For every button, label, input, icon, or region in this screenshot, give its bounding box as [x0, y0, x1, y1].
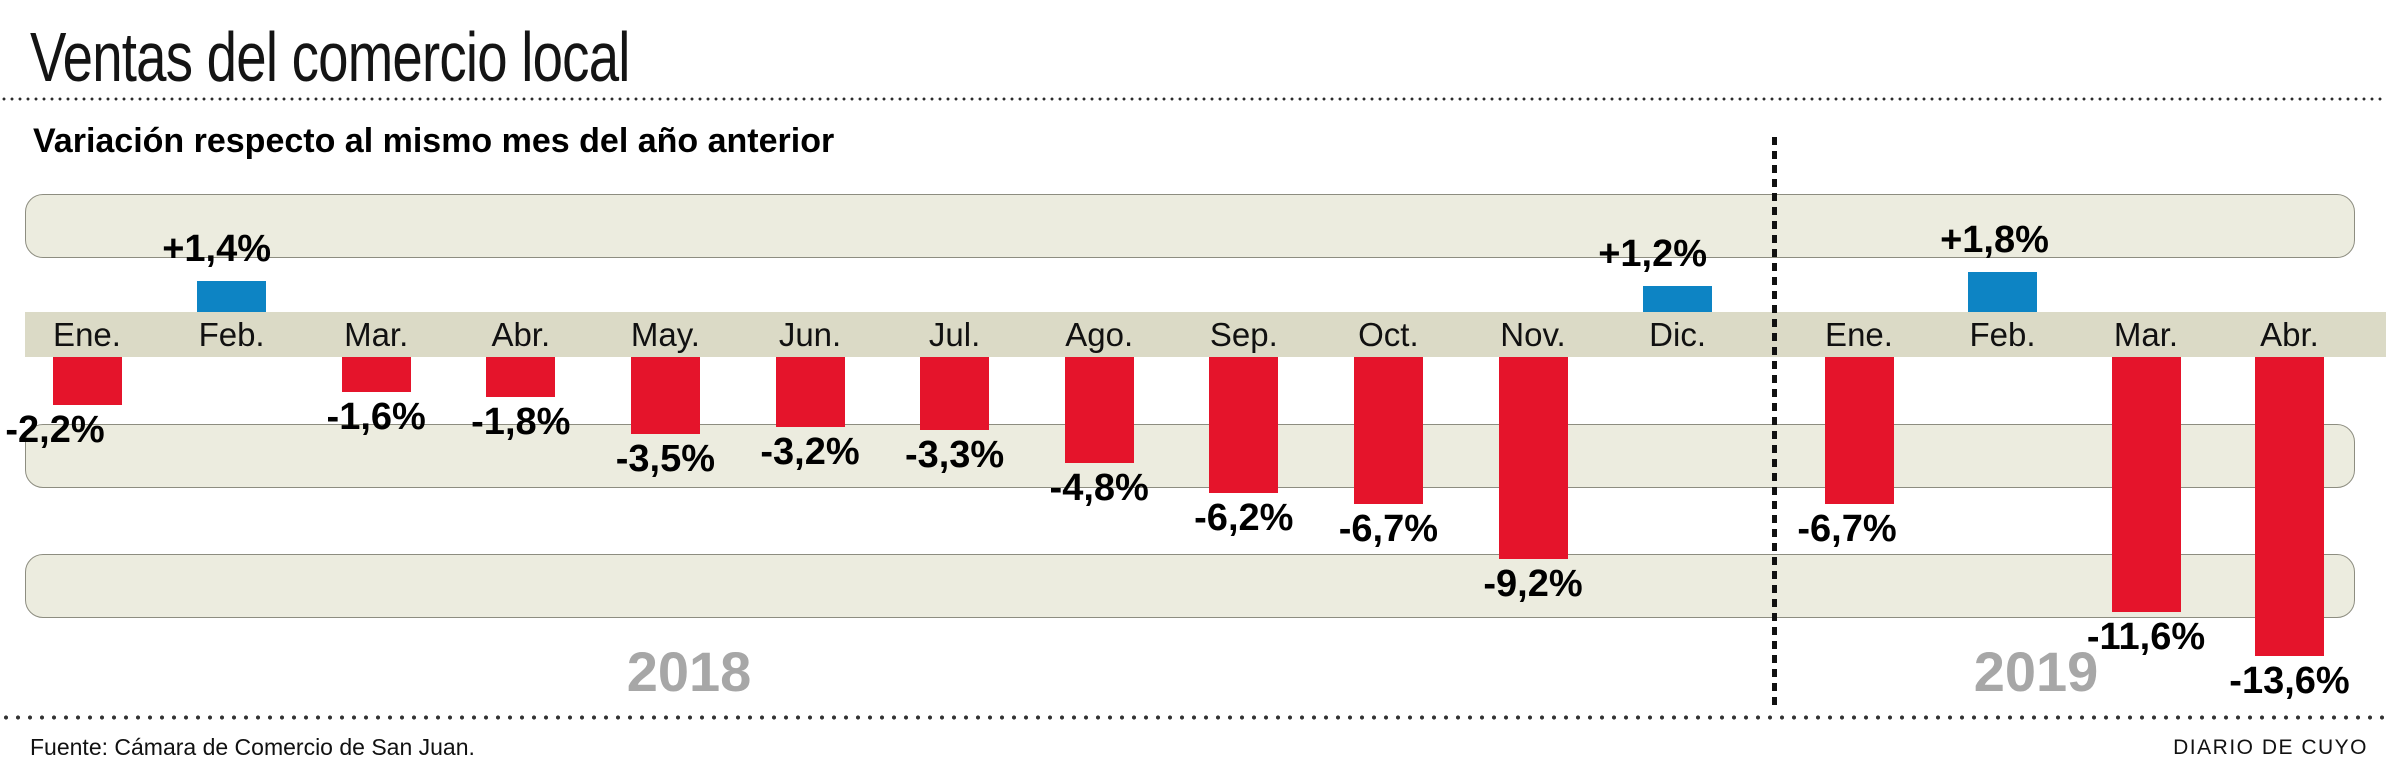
month-label-mar-2019: Mar. [2113, 316, 2179, 353]
grid-band-mid [25, 424, 2355, 488]
bar-nov-2018 [1498, 357, 1568, 559]
month-label-mar-2018: Mar. [344, 316, 409, 353]
bar-sep-2018 [1209, 357, 1279, 493]
value-label-ene-2019: -6,7% [1797, 508, 1897, 550]
publisher-credit: DIARIO DE CUYO [2173, 736, 2368, 759]
month-label-feb-2019: Feb. [1969, 316, 2036, 353]
value-label-abr-2018: -1,8% [471, 401, 571, 443]
value-label-abr-2019: -13,6% [2229, 660, 2350, 702]
bar-jul-2018 [920, 357, 990, 430]
grid-band-lower [25, 554, 2355, 618]
zero-axis-band [25, 312, 2386, 357]
value-label-jun-2018: -3,2% [760, 431, 860, 473]
chart-subtitle: Variación respecto al mismo mes del año … [33, 122, 835, 160]
bar-may-2018 [630, 357, 700, 434]
bar-abr-2018 [486, 357, 556, 397]
value-label-sep-2018: -6,2% [1194, 497, 1294, 539]
month-label-oct-2018: Oct. [1358, 316, 1419, 353]
bar-ene-2019 [1824, 357, 1894, 504]
bar-feb-2018 [197, 281, 267, 312]
month-label-abr-2019: Abr. [2260, 316, 2319, 353]
value-label-ago-2018: -4,8% [1049, 467, 1149, 509]
value-label-oct-2018: -6,7% [1338, 508, 1439, 550]
grid-band-upper [25, 194, 2355, 258]
month-label-nov-2018: Nov. [1500, 316, 1566, 353]
month-label-feb-2018: Feb. [198, 316, 265, 353]
bar-mar-2019 [2111, 357, 2181, 612]
bar-ene-2018 [52, 357, 122, 405]
bar-abr-2019 [2255, 357, 2324, 656]
value-label-dic-2018: +1,2% [1598, 233, 1707, 275]
month-label-ene-2019: Ene. [1825, 316, 1893, 353]
bottom-dotted-rule [0, 714, 2386, 721]
value-label-may-2018: -3,5% [615, 438, 716, 480]
month-label-ago-2018: Ago. [1065, 316, 1134, 353]
month-label-jul-2018: Jul. [928, 316, 981, 353]
year-label-2019: 2019 [1973, 640, 2099, 703]
bar-feb-2019 [1968, 272, 2037, 312]
value-label-nov-2018: -9,2% [1483, 563, 1583, 605]
source-note: Fuente: Cámara de Comercio de San Juan. [30, 734, 475, 760]
bar-mar-2018 [341, 357, 411, 392]
bar-dic-2018 [1643, 286, 1713, 312]
value-label-feb-2019: +1,8% [1940, 219, 2049, 261]
year-divider-dashed-line [1772, 137, 1777, 710]
month-label-sep-2018: Sep. [1209, 316, 1278, 353]
month-label-dic-2018: Dic. [1649, 316, 1707, 353]
month-label-jun-2018: Jun. [778, 316, 842, 353]
month-label-may-2018: May. [630, 316, 700, 353]
value-label-mar-2019: -11,6% [2086, 616, 2206, 658]
bar-oct-2018 [1353, 357, 1423, 504]
top-dotted-rule [0, 96, 2386, 102]
page-title: Ventas del comercio local [30, 18, 630, 96]
bar-jun-2018 [775, 357, 845, 427]
value-label-ene-2018: -2,2% [5, 409, 105, 451]
month-label-ene-2018: Ene. [53, 316, 121, 353]
bar-ago-2018 [1064, 357, 1134, 463]
value-label-feb-2018: +1,4% [162, 228, 271, 270]
value-label-mar-2018: -1,6% [326, 396, 426, 438]
value-label-jul-2018: -3,3% [904, 434, 1005, 476]
year-label-2018: 2018 [626, 640, 752, 703]
month-label-abr-2018: Abr. [491, 316, 551, 353]
